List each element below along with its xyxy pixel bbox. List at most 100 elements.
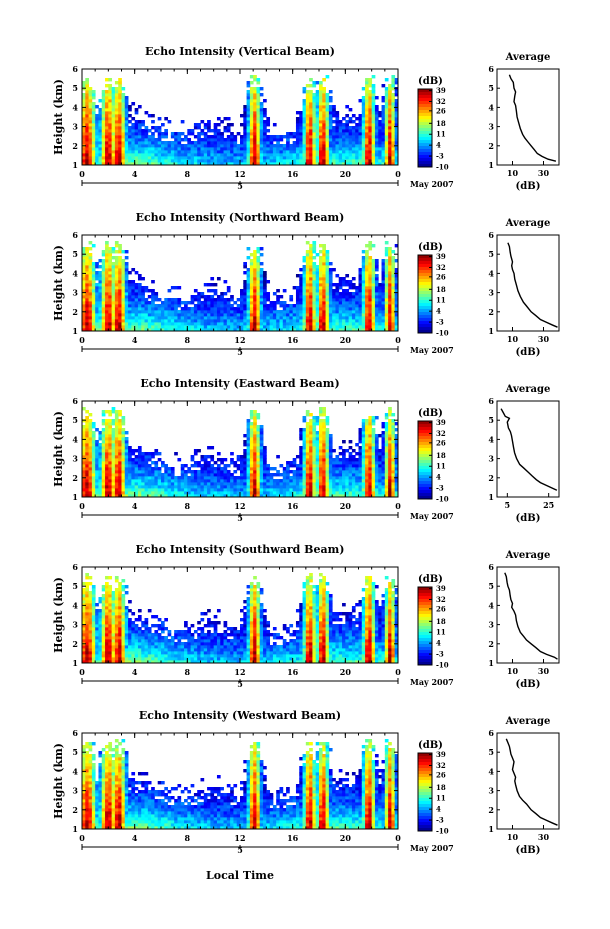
heatmap-cell — [85, 467, 89, 471]
heatmap-cell — [151, 298, 155, 302]
heatmap-cell — [249, 150, 254, 154]
heatmap-cell — [266, 298, 271, 302]
heatmap-cell — [305, 153, 310, 157]
heatmap-cell — [309, 494, 313, 498]
heatmap-cell — [378, 138, 382, 142]
heatmap-cell — [105, 147, 109, 151]
heatmap-cell — [246, 446, 251, 450]
heatmap-cell — [213, 289, 218, 293]
heatmap-cell — [154, 470, 159, 474]
heatmap-cell — [348, 280, 353, 284]
heatmap-cell — [266, 479, 271, 483]
heatmap-cell — [98, 482, 103, 486]
heatmap-cell — [184, 313, 188, 317]
heatmap-cell — [299, 467, 303, 471]
heatmap-cell — [309, 250, 313, 254]
heatmap-cell — [348, 301, 353, 305]
heatmap-cell — [312, 298, 317, 302]
heatmap-cell — [299, 455, 303, 459]
heatmap-cell — [378, 307, 382, 311]
heatmap-cell — [101, 301, 106, 305]
heatmap-cell — [322, 271, 326, 275]
heatmap-cell — [85, 268, 89, 272]
heatmap-cell — [85, 301, 89, 305]
heatmap-cell — [302, 162, 307, 166]
heatmap-cell — [368, 322, 373, 326]
heatmap-cell — [98, 120, 103, 124]
heatmap-cell — [246, 271, 251, 275]
heatmap-cell — [161, 464, 165, 468]
heatmap-cell — [85, 90, 89, 94]
heatmap-cell — [128, 455, 132, 459]
heatmap-cell — [236, 491, 241, 495]
heatmap-cell — [295, 313, 300, 317]
heatmap-cell — [332, 141, 336, 145]
heatmap-cell — [95, 461, 99, 465]
heatmap-cell — [246, 322, 251, 326]
heatmap-cell — [98, 431, 103, 435]
heatmap-cell — [108, 428, 113, 432]
heatmap-cell — [223, 319, 228, 323]
heatmap-cell — [111, 298, 116, 302]
heatmap-cell — [226, 316, 231, 320]
heatmap-cell — [319, 250, 323, 254]
heatmap-cell — [223, 162, 228, 166]
heatmap-cell — [111, 464, 116, 468]
heatmap-cell — [187, 322, 192, 326]
heatmap-cell — [121, 431, 126, 435]
heatmap-cell — [233, 488, 238, 492]
heatmap-cell — [371, 90, 376, 94]
heatmap-cell — [279, 313, 284, 317]
heatmap-cell — [207, 304, 211, 308]
heatmap-cell — [295, 289, 300, 293]
heatmap-cell — [328, 108, 333, 112]
heatmap-cell — [190, 325, 195, 329]
heatmap-cell — [263, 292, 267, 296]
heatmap-cell — [256, 141, 261, 145]
heatmap-cell — [371, 328, 376, 332]
heatmap-cell — [355, 150, 359, 154]
heatmap-cell — [213, 328, 218, 332]
heatmap-cell — [312, 325, 317, 329]
heatmap-cell — [384, 307, 389, 311]
heatmap-cell — [322, 123, 326, 127]
heatmap-cell — [388, 117, 392, 121]
heatmap-cell — [279, 135, 284, 139]
heatmap-cell — [365, 256, 369, 260]
heatmap-cell — [243, 298, 247, 302]
heatmap-cell — [381, 129, 386, 133]
heatmap-cell — [82, 325, 86, 329]
heatmap-cell — [141, 485, 145, 489]
heatmap-cell — [365, 84, 369, 88]
heatmap-cell — [111, 99, 116, 103]
heatmap-cell — [85, 476, 89, 480]
heatmap-cell — [180, 310, 185, 314]
heatmap-cell — [351, 292, 356, 296]
heatmap-cell — [319, 156, 323, 160]
heatmap-cell — [299, 162, 303, 166]
heatmap-cell — [374, 105, 379, 109]
heatmap-cell — [365, 138, 369, 142]
heatmap-cell — [361, 265, 366, 269]
heatmap-cell — [259, 295, 264, 299]
heatmap-cell — [345, 141, 350, 145]
heatmap-cell — [85, 440, 89, 444]
heatmap-cell — [266, 476, 271, 480]
heatmap-cell — [226, 123, 231, 127]
heatmap-cell — [282, 325, 287, 329]
heatmap-cell — [240, 147, 244, 151]
heatmap-cell — [137, 455, 142, 459]
heatmap-cell — [174, 138, 178, 142]
heatmap-cell — [134, 313, 139, 317]
heatmap-cell — [388, 307, 392, 311]
colorbar-segment — [418, 152, 432, 156]
heatmap-cell — [134, 304, 139, 308]
heatmap-cell — [134, 289, 139, 293]
heatmap-cell — [256, 159, 261, 163]
heatmap-cell — [131, 461, 136, 465]
heatmap-cell — [253, 425, 257, 429]
heatmap-cell — [213, 494, 218, 498]
heatmap-cell — [371, 117, 376, 121]
heatmap-cell — [342, 129, 346, 133]
heatmap-cell — [246, 99, 251, 103]
